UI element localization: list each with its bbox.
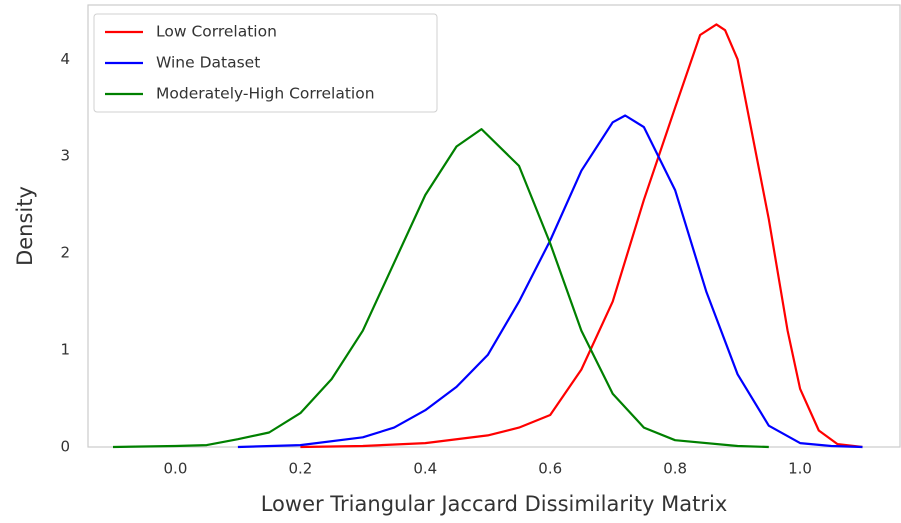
x-axis-label: Lower Triangular Jaccard Dissimilarity M… xyxy=(261,492,728,516)
x-tick-label: 0.4 xyxy=(413,460,437,478)
legend-label: Moderately-High Correlation xyxy=(156,85,375,103)
x-tick-label: 0.6 xyxy=(538,460,562,478)
x-tick-label: 1.0 xyxy=(788,460,812,478)
density-line xyxy=(112,128,769,449)
y-axis-label: Density xyxy=(13,186,37,266)
y-tick-label: 3 xyxy=(60,147,70,165)
density-line xyxy=(237,114,863,449)
y-tick-label: 1 xyxy=(60,341,70,359)
legend-box xyxy=(93,13,438,113)
x-tick-label: 0.2 xyxy=(288,460,312,478)
legend-label: Low Correlation xyxy=(156,23,277,41)
x-tick-label: 0.8 xyxy=(663,460,687,478)
y-tick-label: 0 xyxy=(60,438,70,456)
legend-label: Wine Dataset xyxy=(156,54,260,72)
y-tick-label: 2 xyxy=(60,244,70,262)
x-tick-label: 0.0 xyxy=(164,460,188,478)
density-line xyxy=(300,23,863,449)
y-tick-label: 4 xyxy=(60,50,70,68)
plot-frame xyxy=(87,4,901,448)
